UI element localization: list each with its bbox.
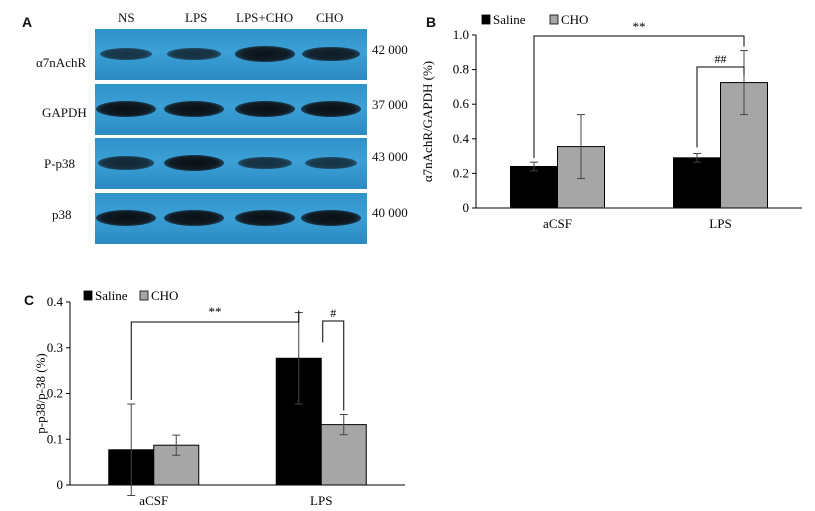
legend-swatch	[549, 14, 559, 25]
significance-bracket	[696, 66, 745, 148]
blot-band	[238, 156, 292, 170]
blot-band	[301, 210, 361, 226]
lane-label-cho: CHO	[316, 10, 344, 25]
y-axis-label: α7nAchR/GAPDH (%)	[420, 61, 435, 182]
blot-band	[98, 156, 154, 170]
significance-label: **	[633, 19, 646, 34]
blot-band	[99, 47, 153, 61]
significance-label: ##	[715, 52, 727, 66]
y-tick-label: 0.6	[453, 96, 470, 111]
blot-band	[164, 101, 224, 117]
blot-band	[235, 46, 295, 62]
lane-label-ns: NS	[118, 10, 135, 25]
mw-gapdh: 37 000	[372, 97, 408, 112]
blot-band	[235, 101, 295, 117]
blot-strip-gapdh	[95, 84, 367, 135]
mw-a7nachr: 42 000	[372, 42, 408, 57]
significance-bracket	[130, 310, 300, 401]
blot-strip-a7nachr	[95, 29, 367, 80]
y-tick-label: 0.4	[453, 131, 470, 146]
legend-label: Saline	[493, 12, 526, 27]
blot-band	[167, 47, 221, 61]
y-tick-label: 0	[463, 200, 470, 215]
panel-label-b: B	[426, 14, 437, 30]
bar-saline-acsf	[510, 165, 558, 209]
y-tick-label: 1.0	[453, 27, 469, 42]
panel-label-c: C	[24, 292, 35, 308]
legend-swatch	[139, 290, 149, 301]
legend-swatch	[481, 14, 491, 25]
legend-label: CHO	[561, 12, 588, 27]
legend-swatch	[83, 290, 93, 301]
y-tick-label: 0.2	[47, 386, 63, 401]
panel-label-a: A	[22, 14, 33, 30]
x-tick-label: aCSF	[139, 493, 168, 508]
x-tick-label: LPS	[709, 216, 731, 231]
y-tick-label: 0.3	[47, 340, 63, 355]
significance-bracket	[322, 320, 345, 411]
y-tick-label: 0.8	[453, 62, 469, 77]
significance-label: **	[209, 304, 222, 319]
significance-bracket	[533, 35, 745, 159]
row-label-p-p38: P-p38	[44, 156, 76, 171]
mw-p-p38: 43 000	[372, 149, 408, 164]
blot-band	[96, 101, 156, 117]
row-label-p38: p38	[52, 207, 72, 222]
bar-saline-lps	[275, 357, 322, 486]
mw-p38: 40 000	[372, 205, 408, 220]
y-tick-label: 0.2	[453, 165, 469, 180]
blot-band	[302, 46, 360, 62]
lane-label-lps: LPS	[185, 10, 208, 25]
y-axis-label: p-p38/p-38 (%)	[33, 353, 48, 434]
blot-band	[96, 210, 156, 226]
lane-label-lps-cho: LPS+CHO	[236, 10, 294, 25]
blot-band	[235, 210, 295, 226]
blot-band	[164, 155, 224, 171]
y-tick-label: 0.4	[47, 294, 64, 309]
legend-label: Saline	[95, 288, 128, 303]
row-label-gapdh: GAPDH	[42, 105, 87, 120]
blot-strip-p38	[95, 193, 367, 244]
y-tick-label: 0.1	[47, 431, 63, 446]
blot-band	[301, 101, 361, 117]
y-tick-label: 0	[57, 477, 64, 492]
blot-strip-p-p38	[95, 138, 367, 189]
x-tick-label: LPS	[310, 493, 332, 508]
x-tick-label: aCSF	[543, 216, 572, 231]
blot-band	[304, 156, 358, 170]
legend-label: CHO	[151, 288, 178, 303]
significance-label: #	[330, 306, 336, 320]
row-label-a7nachr: α7nAchR	[36, 55, 87, 70]
blot-band	[164, 210, 224, 226]
